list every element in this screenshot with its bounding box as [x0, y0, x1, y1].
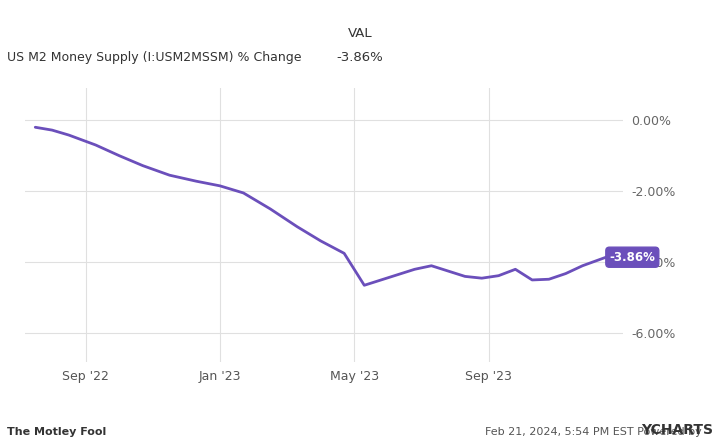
Text: VAL: VAL — [348, 27, 372, 40]
Text: -3.86%: -3.86% — [609, 251, 655, 264]
Text: US M2 Money Supply (I:USM2MSSM) % Change: US M2 Money Supply (I:USM2MSSM) % Change — [7, 51, 302, 64]
Text: -3.86%: -3.86% — [337, 51, 383, 64]
Text: YCHARTS: YCHARTS — [641, 422, 713, 437]
Text: Feb 21, 2024, 5:54 PM EST Powered by: Feb 21, 2024, 5:54 PM EST Powered by — [485, 426, 706, 437]
Text: The Motley Fool: The Motley Fool — [7, 426, 107, 437]
